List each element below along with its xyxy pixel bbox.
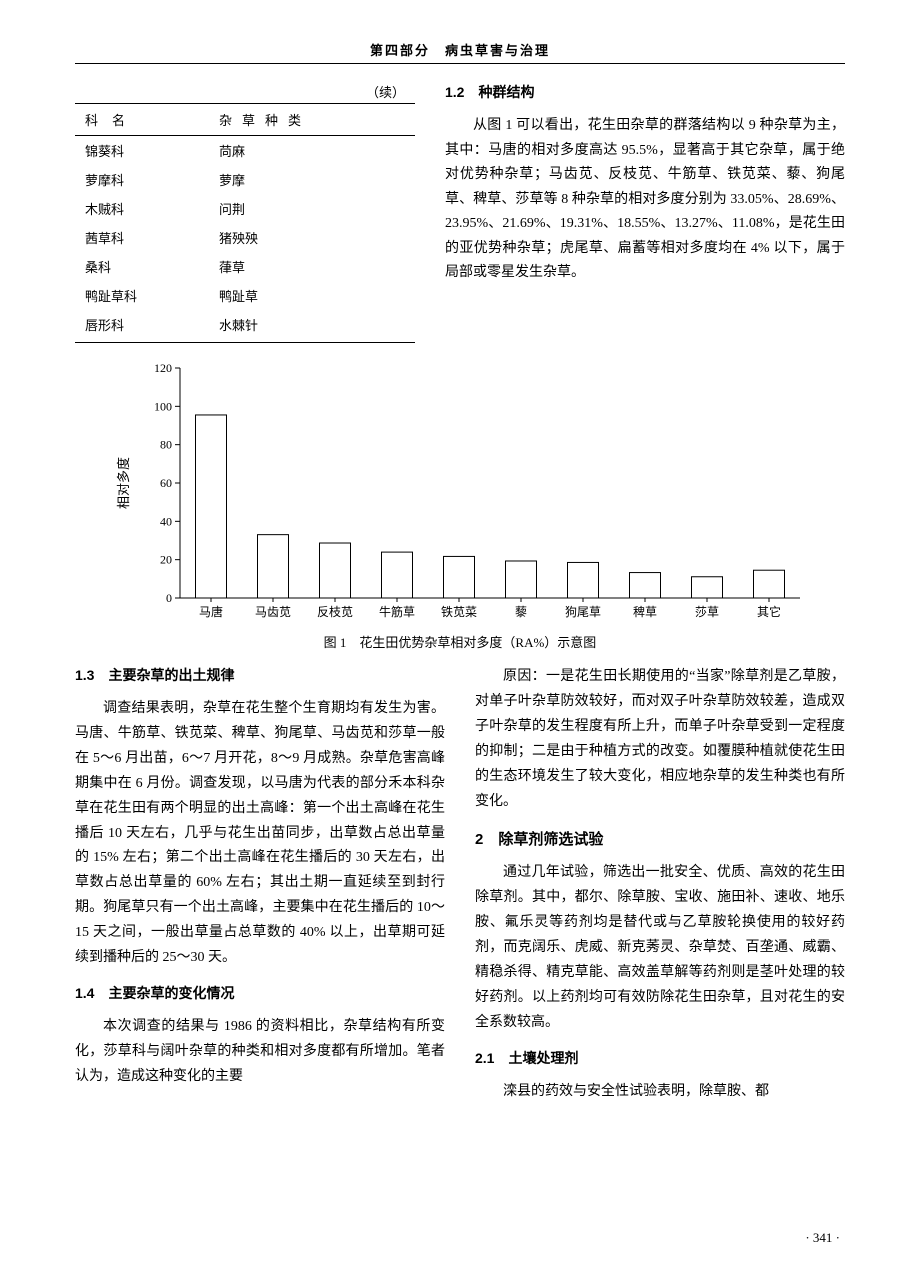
svg-text:反枝苋: 反枝苋 [317, 604, 353, 619]
section-2-title: 2 除草剂筛选试验 [475, 828, 845, 849]
section-2-1-title: 2.1 土壤处理剂 [475, 1048, 845, 1068]
section-1-4-body: 本次调查的结果与 1986 的资料相比，杂草结构有所变化，莎草科与阔叶杂草的种类… [75, 1015, 445, 1090]
section-1-2: 1.2 种群结构 从图 1 可以看出，花生田杂草的群落结构以 9 种杂草为主，其… [445, 82, 845, 343]
family-cell: 唇形科 [75, 310, 211, 343]
table-row: 鸭趾草科鸭趾草 [75, 281, 415, 310]
svg-text:莎草: 莎草 [695, 605, 719, 619]
section-1-2-body: 从图 1 可以看出，花生田杂草的群落结构以 9 种杂草为主，其中：马唐的相对多度… [445, 114, 845, 286]
bar-chart: 0 20 40 60 80 100 120 相对多度马唐 马齿苋 反枝苋 牛筋草 铁苋菜 藜 狗尾草 稗草 莎… [100, 358, 820, 628]
svg-text:其它: 其它 [757, 604, 781, 619]
svg-text:0: 0 [166, 591, 172, 605]
table-row: 桑科葎草 [75, 252, 415, 281]
section-2-1-body: 滦县的药效与安全性试验表明，除草胺、都 [475, 1080, 845, 1105]
svg-text:40: 40 [160, 514, 172, 528]
page-number: · 341 · [805, 1230, 840, 1246]
table-row: 锦葵科苘麻 [75, 136, 415, 166]
section-1-2-title: 1.2 种群结构 [445, 82, 845, 102]
svg-text:牛筋草: 牛筋草 [379, 604, 415, 619]
top-section: （续） 科名 杂草种类 锦葵科苘麻萝摩科萝摩木贼科问荆茜草科猪殃殃桑科葎草鸭趾草… [75, 82, 845, 343]
weed-table-wrap: （续） 科名 杂草种类 锦葵科苘麻萝摩科萝摩木贼科问荆茜草科猪殃殃桑科葎草鸭趾草… [75, 82, 415, 343]
svg-text:马唐: 马唐 [199, 604, 223, 619]
family-cell: 茜草科 [75, 223, 211, 252]
species-cell: 问荆 [211, 194, 415, 223]
page-header: 第四部分 病虫草害与治理 [75, 40, 845, 64]
weed-table: 科名 杂草种类 锦葵科苘麻萝摩科萝摩木贼科问荆茜草科猪殃殃桑科葎草鸭趾草科鸭趾草… [75, 103, 415, 343]
svg-text:60: 60 [160, 476, 172, 490]
right-continuation-para: 原因：一是花生田长期使用的“当家”除草剂是乙草胺，对单子叶杂草防效较好，而对双子… [475, 665, 845, 814]
species-cell: 萝摩 [211, 165, 415, 194]
left-column: 1.3 主要杂草的出土规律 调查结果表明，杂草在花生整个生育期均有发生为害。马唐… [75, 665, 445, 1105]
section-1-3-title: 1.3 主要杂草的出土规律 [75, 665, 445, 685]
species-cell: 猪殃殃 [211, 223, 415, 252]
svg-text:相对多度: 相对多度 [116, 457, 131, 509]
svg-text:稗草: 稗草 [633, 604, 657, 619]
family-cell: 木贼科 [75, 194, 211, 223]
family-cell: 桑科 [75, 252, 211, 281]
species-cell: 鸭趾草 [211, 281, 415, 310]
svg-text:100: 100 [154, 399, 172, 413]
svg-text:狗尾草: 狗尾草 [565, 605, 601, 619]
table-row: 唇形科水棘针 [75, 310, 415, 343]
table-row: 茜草科猪殃殃 [75, 223, 415, 252]
right-column: 原因：一是花生田长期使用的“当家”除草剂是乙草胺，对单子叶杂草防效较好，而对双子… [475, 665, 845, 1105]
section-2-body: 通过几年试验，筛选出一批安全、优质、高效的花生田除草剂。其中，都尔、除草胺、宝收… [475, 861, 845, 1035]
svg-text:20: 20 [160, 553, 172, 567]
family-cell: 锦葵科 [75, 136, 211, 166]
chart-caption: 图 1 花生田优势杂草相对多度（RA%）示意图 [75, 632, 845, 651]
species-cell: 苘麻 [211, 136, 415, 166]
svg-text:120: 120 [154, 361, 172, 375]
col-family-header: 科名 [75, 104, 211, 136]
section-1-4-title: 1.4 主要杂草的变化情况 [75, 983, 445, 1003]
svg-text:80: 80 [160, 438, 172, 452]
species-cell: 水棘针 [211, 310, 415, 343]
species-cell: 葎草 [211, 252, 415, 281]
chart-zone: 0 20 40 60 80 100 120 相对多度马唐 马齿苋 反枝苋 牛筋草 铁苋菜 藜 狗尾草 稗草 莎… [75, 358, 845, 651]
continued-label: （续） [75, 82, 415, 101]
svg-text:铁苋菜: 铁苋菜 [441, 605, 477, 619]
two-column-body: 1.3 主要杂草的出土规律 调查结果表明，杂草在花生整个生育期均有发生为害。马唐… [75, 665, 845, 1105]
table-row: 木贼科问荆 [75, 194, 415, 223]
section-1-3-body: 调查结果表明，杂草在花生整个生育期均有发生为害。马唐、牛筋草、铁苋菜、稗草、狗尾… [75, 697, 445, 971]
table-row: 萝摩科萝摩 [75, 165, 415, 194]
family-cell: 鸭趾草科 [75, 281, 211, 310]
svg-text:藜: 藜 [515, 605, 527, 619]
col-species-header: 杂草种类 [211, 104, 415, 136]
family-cell: 萝摩科 [75, 165, 211, 194]
svg-text:马齿苋: 马齿苋 [255, 605, 291, 619]
